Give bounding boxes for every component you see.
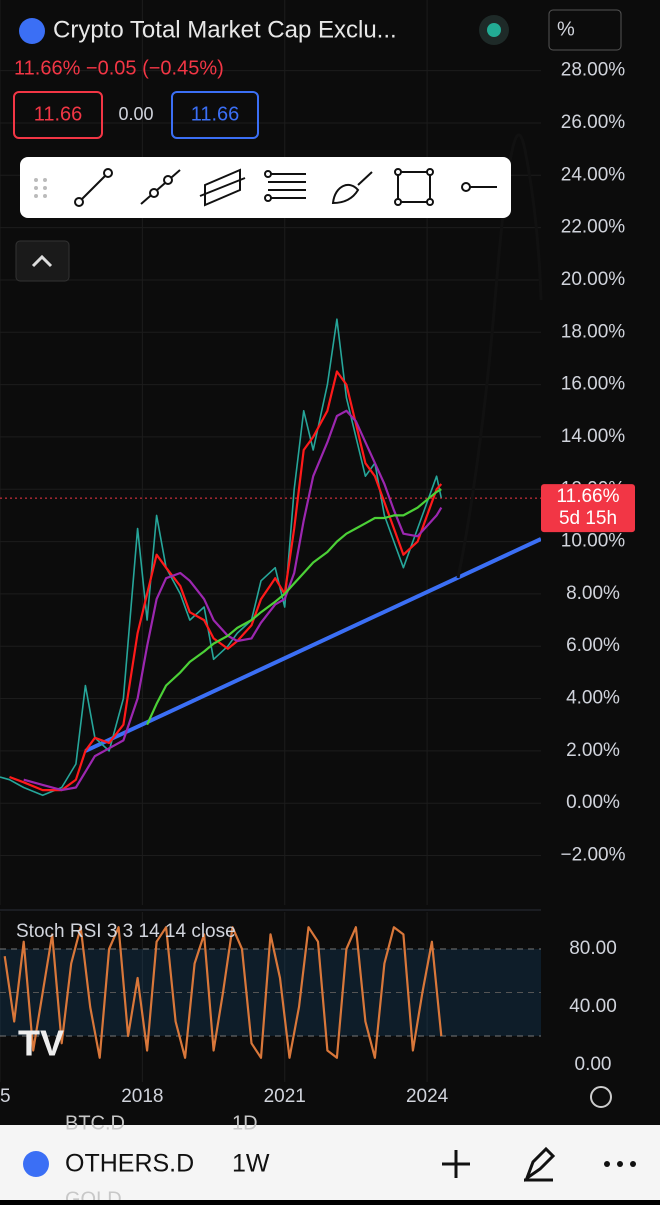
y-tick-label: 2.00%	[566, 740, 620, 761]
trend-line-tool[interactable]	[74, 168, 113, 207]
y-tick-label: 8.00%	[566, 583, 620, 604]
symbol-title: Crypto Total Market Cap Exclu...	[53, 16, 397, 43]
collapse-button[interactable]	[15, 240, 70, 282]
y-tick-label: 26.00%	[561, 112, 626, 133]
y-tick-label: 0.00	[575, 1054, 612, 1075]
symbol-icon	[19, 18, 45, 44]
y-tick-label: 18.00%	[561, 321, 626, 342]
x-tick-label: 2018	[121, 1086, 163, 1107]
last-price-label: 11.66%	[556, 486, 619, 507]
drag-handle	[34, 178, 47, 198]
y-tick-label: 80.00	[569, 938, 617, 959]
ray-tool[interactable]	[140, 169, 181, 205]
series-line	[3, 926, 443, 1059]
symbol-button[interactable]: OTHERS.D	[65, 1150, 194, 1178]
y-tick-label: 20.00%	[561, 269, 626, 290]
spread: 0.00	[118, 104, 153, 124]
last-price-box	[541, 484, 635, 533]
stoch-plot	[0, 912, 541, 1082]
bid-box[interactable]	[13, 91, 103, 139]
more-button[interactable]	[604, 1161, 636, 1167]
add-button[interactable]	[442, 1150, 470, 1178]
y-tick-label: 10.00%	[561, 531, 626, 552]
series-line	[146, 488, 442, 726]
y-tick-label: 4.00%	[566, 688, 620, 709]
brush-tool[interactable]	[331, 171, 373, 205]
y-tick-label: 28.00%	[561, 60, 626, 81]
channel-tool[interactable]	[199, 168, 246, 207]
status-dot	[487, 23, 501, 37]
rectangle-tool[interactable]	[394, 168, 434, 206]
ask-box[interactable]	[171, 91, 259, 139]
ghost-interval: 1D	[232, 1112, 258, 1134]
logo: TV	[18, 1023, 64, 1064]
unit-label: %	[557, 18, 575, 40]
ask: 11.66	[191, 103, 240, 125]
x-tick-label: 15	[0, 1086, 11, 1107]
series-line	[23, 409, 443, 792]
ghost-symbol-2: GOLD	[65, 1188, 122, 1200]
bottom-bar	[0, 1125, 660, 1200]
interval-button[interactable]: 1W	[232, 1150, 270, 1178]
y-tick-label: 6.00%	[566, 635, 620, 656]
indicator-title: Stoch RSI 3 3 14 14 close	[16, 921, 236, 942]
x-tick-label: 2024	[406, 1086, 449, 1107]
bid: 11.66	[34, 103, 83, 125]
y-tick-label: 16.00%	[561, 374, 626, 395]
drawing-toolbar	[20, 157, 511, 218]
y-tick-label: 14.00%	[561, 426, 626, 447]
y-tick-label: 22.00%	[561, 217, 626, 238]
series-line	[9, 370, 443, 792]
countdown-label: 5d 15h	[559, 508, 617, 529]
bottom-symbol-icon	[23, 1151, 49, 1177]
draw-button[interactable]	[523, 1146, 556, 1182]
y-tick-label: 24.00%	[561, 164, 626, 185]
horizontal-ray-tool[interactable]	[461, 182, 497, 192]
x-tick-label: 2021	[264, 1086, 306, 1107]
y-tick-label: 40.00	[569, 996, 617, 1017]
main-plot	[0, 0, 541, 905]
trend-line	[84, 537, 541, 753]
fib-tool[interactable]	[264, 170, 306, 202]
ghost-symbol: BTC.D	[65, 1112, 125, 1134]
axes: 15 2018 2021 2024 28.00% 26.00% 24.00% 22.00% 20…	[0, 60, 635, 1107]
price-change: 11.66% −0.05 (−0.45%)	[14, 57, 224, 79]
unit-button[interactable]	[548, 9, 622, 51]
chevron-icon	[31, 254, 53, 268]
y-tick-label: 0.00%	[566, 792, 620, 813]
settings-icon[interactable]	[590, 1086, 612, 1108]
y-tick-label: −2.00%	[561, 845, 626, 866]
